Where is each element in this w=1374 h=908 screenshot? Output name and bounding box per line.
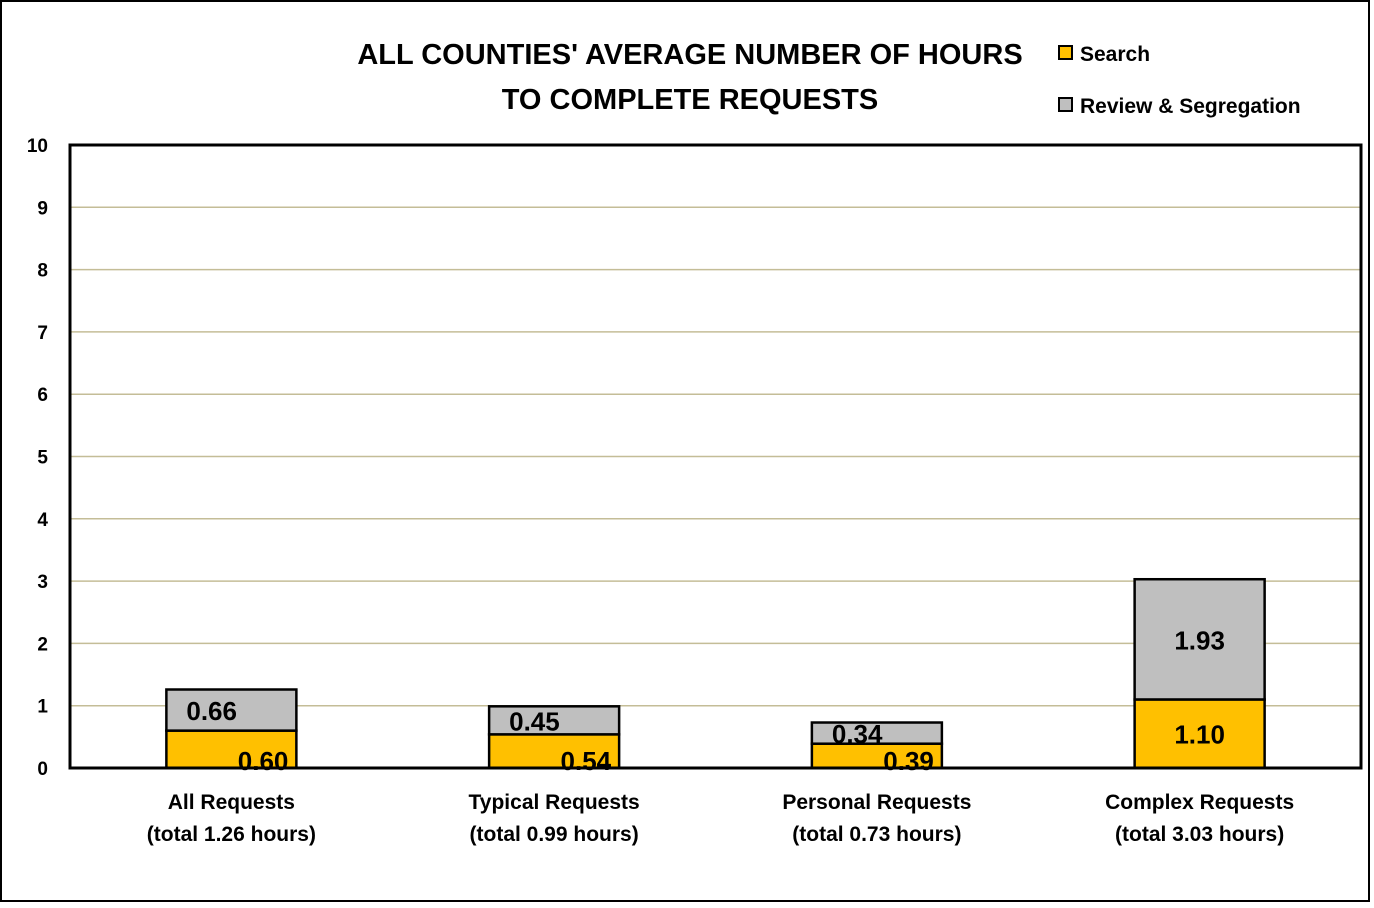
plot-area bbox=[68, 143, 1363, 770]
bars bbox=[165, 577, 1266, 770]
y-tick-label: 4 bbox=[37, 510, 48, 531]
legend-label-review: Review & Segregation bbox=[1080, 95, 1301, 118]
legend-swatch-review bbox=[1058, 97, 1073, 112]
data-label-review: 0.34 bbox=[832, 719, 883, 749]
data-label-search: 0.39 bbox=[883, 746, 934, 776]
y-tick-label: 0 bbox=[37, 759, 48, 780]
chart-title-line-2: TO COMPLETE REQUESTS bbox=[502, 84, 879, 116]
y-tick-label: 7 bbox=[37, 323, 48, 344]
y-tick-label: 8 bbox=[37, 261, 48, 282]
data-label-search: 1.10 bbox=[1174, 720, 1225, 750]
bar-segment-review bbox=[1133, 577, 1266, 701]
legend: Search Review & Segregation bbox=[1058, 43, 1301, 118]
x-axis-sublabel: (total 1.26 hours) bbox=[147, 823, 316, 846]
data-label-search: 0.54 bbox=[561, 746, 612, 776]
x-axis-labels: All Requests (total 1.26 hours) Typical Re… bbox=[147, 791, 1294, 846]
bar-segment-review bbox=[810, 721, 944, 745]
x-axis-label: Complex Requests bbox=[1105, 791, 1294, 814]
y-tick-label: 6 bbox=[37, 385, 48, 406]
y-tick-label: 2 bbox=[37, 634, 48, 655]
chart-title-line-1: ALL COUNTIES' AVERAGE NUMBER OF HOURS bbox=[357, 39, 1022, 71]
x-axis-sublabel: (total 0.99 hours) bbox=[470, 823, 639, 846]
y-axis-tick-labels: 0 1 2 3 4 5 6 7 8 9 10 bbox=[27, 136, 49, 780]
bar-segment-search bbox=[165, 729, 298, 770]
y-tick-label: 3 bbox=[37, 572, 48, 593]
x-axis-label: All Requests bbox=[168, 791, 295, 814]
y-tick-label: 1 bbox=[37, 697, 48, 718]
y-tick-label: 10 bbox=[27, 136, 48, 157]
data-labels: 0.600.66 0.540.45 0.390.34 1.10 1.93 bbox=[186, 625, 1225, 776]
bar-segment-search bbox=[810, 742, 944, 770]
y-tick-label: 5 bbox=[37, 448, 48, 469]
data-label-review: 1.93 bbox=[1174, 625, 1225, 655]
data-label-search: 0.60 bbox=[238, 746, 289, 776]
x-axis-sublabel: (total 3.03 hours) bbox=[1115, 823, 1284, 846]
x-axis-label: Typical Requests bbox=[469, 791, 640, 814]
bar-segment-review bbox=[487, 705, 621, 736]
data-label-review: 0.45 bbox=[509, 706, 560, 736]
legend-label-search: Search bbox=[1080, 43, 1150, 66]
data-label-review: 0.66 bbox=[186, 696, 237, 726]
bar-segment-search bbox=[487, 733, 621, 770]
x-axis-label: Personal Requests bbox=[782, 791, 971, 814]
x-axis-sublabel: (total 0.73 hours) bbox=[792, 823, 961, 846]
legend-swatch-search bbox=[1058, 45, 1073, 60]
y-tick-label: 9 bbox=[37, 198, 48, 219]
bar-segment-review bbox=[165, 688, 298, 732]
